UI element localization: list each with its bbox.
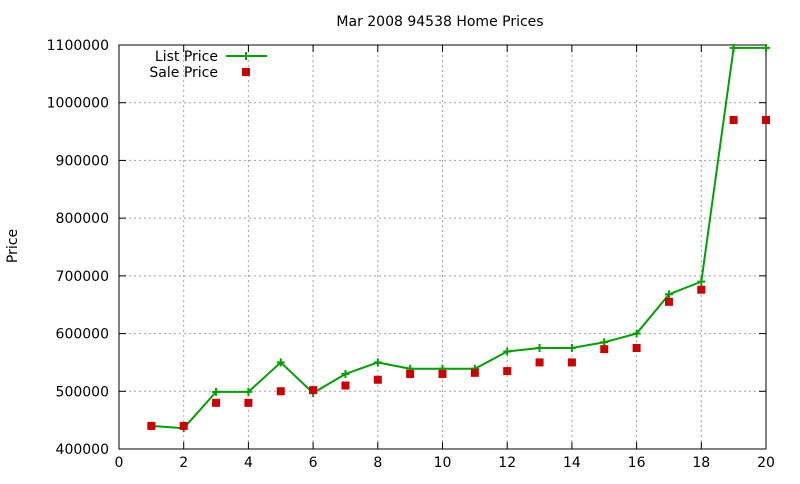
y-tick-label: 1100000 (47, 38, 109, 54)
x-tick-label: 10 (434, 455, 452, 471)
list-price-point (567, 344, 576, 352)
chart-title: Mar 2008 94538 Home Prices (336, 14, 543, 30)
legend-square-swatch (242, 68, 250, 76)
sale-price-point (309, 386, 318, 395)
sale-price-point (276, 387, 285, 396)
y-axis-label: Price (5, 229, 21, 263)
sale-price-point (664, 297, 673, 306)
sale-price-point (341, 381, 350, 390)
list-price-point (600, 338, 609, 347)
x-tick-label: 4 (244, 455, 253, 471)
x-tick-label: 18 (692, 455, 710, 471)
y-tick-label: 1000000 (47, 96, 109, 112)
data-series (147, 43, 770, 433)
plot-frame (118, 44, 767, 450)
list-price-point (664, 290, 673, 299)
x-tick-label: 0 (115, 455, 124, 471)
sale-price-point (762, 116, 770, 125)
sale-price-point (632, 344, 641, 352)
legend-plus-swatch (242, 52, 250, 60)
sale-price-point (244, 398, 253, 407)
list-price-point (762, 43, 770, 52)
y-tick-label: 600000 (56, 327, 109, 343)
list-price-point (244, 387, 253, 396)
y-tick-label: 800000 (56, 211, 109, 227)
x-tick-label: 6 (309, 455, 318, 471)
tick-labels: 0 2 4 6 8 10 12 14 16 18 20 400000 500000 600000 70000… (47, 38, 775, 471)
y-tick-label: 700000 (56, 269, 109, 285)
x-tick-label: 8 (373, 455, 382, 471)
sale-price-point (212, 398, 221, 407)
list-price-line (151, 46, 766, 430)
sale-price-point (503, 367, 512, 376)
list-price-point (503, 347, 512, 356)
sale-price-point (567, 358, 576, 367)
x-tick-label: 14 (563, 455, 581, 471)
x-tick-label: 12 (498, 455, 516, 471)
series-2 (147, 116, 770, 430)
x-tick-label: 16 (628, 455, 646, 471)
sale-price-point (535, 358, 544, 367)
list-price-point (276, 358, 285, 367)
sale-price-point (373, 375, 382, 384)
legend-label: Sale Price (149, 65, 218, 81)
sale-price-point (147, 421, 156, 430)
y-tick-label: 400000 (56, 442, 109, 458)
list-price-point (535, 344, 544, 352)
sale-price-point (438, 369, 447, 378)
list-price-point (341, 369, 350, 378)
sale-price-point (406, 369, 415, 378)
sale-price-point (697, 285, 706, 294)
x-tick-label: 2 (179, 455, 188, 471)
y-tick-label: 500000 (56, 384, 109, 400)
x-tick-label: 20 (757, 455, 775, 471)
list-price-point (729, 43, 738, 52)
sale-price-point (470, 368, 479, 377)
legend-label: List Price (155, 49, 218, 65)
list-price-point (632, 329, 641, 338)
series-1 (147, 43, 770, 433)
list-price-point (373, 358, 382, 367)
y-tick-label: 900000 (56, 153, 109, 169)
list-price-point (212, 387, 221, 396)
sale-price-point (600, 345, 609, 354)
sale-price-point (729, 116, 738, 125)
sale-price-point (179, 421, 188, 430)
list-price-point (697, 277, 706, 286)
